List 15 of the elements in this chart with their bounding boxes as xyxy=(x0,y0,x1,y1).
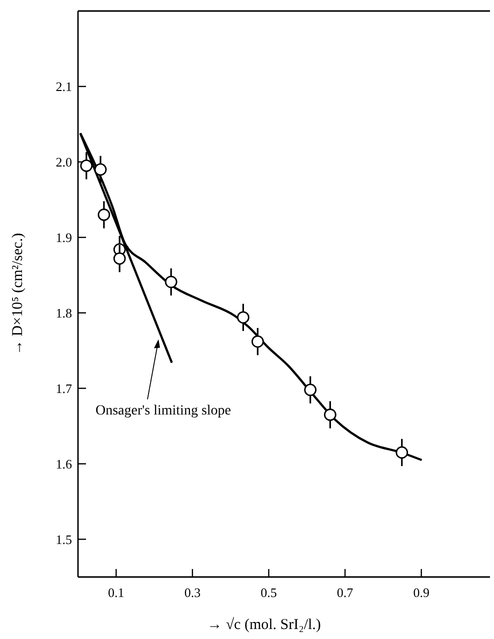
y-tick-label: 1.9 xyxy=(56,230,72,245)
x-tick-label: 0.3 xyxy=(184,585,201,600)
x-tick-label: 0.9 xyxy=(413,585,430,600)
y-tick-label: 2.1 xyxy=(56,79,72,94)
y-tick-label: 1.5 xyxy=(56,532,72,547)
y-tick-label: 1.6 xyxy=(56,456,72,472)
x-axis-title: → √c (mol. SrI₂/l.) xyxy=(207,617,321,633)
y-tick-label: 2.0 xyxy=(56,154,72,170)
x-tick-label: 0.1 xyxy=(108,585,124,600)
y-tick-label: 1.8 xyxy=(56,305,72,320)
annotation: Onsager's limiting slope xyxy=(95,403,232,418)
x-tick-label: 0.5 xyxy=(260,585,277,600)
y-tick-label: 1.7 xyxy=(56,380,72,396)
x-tick-label: 0.7 xyxy=(336,585,354,600)
y-axis-title: → D×10⁵ (cm²/sec.) xyxy=(10,233,26,355)
